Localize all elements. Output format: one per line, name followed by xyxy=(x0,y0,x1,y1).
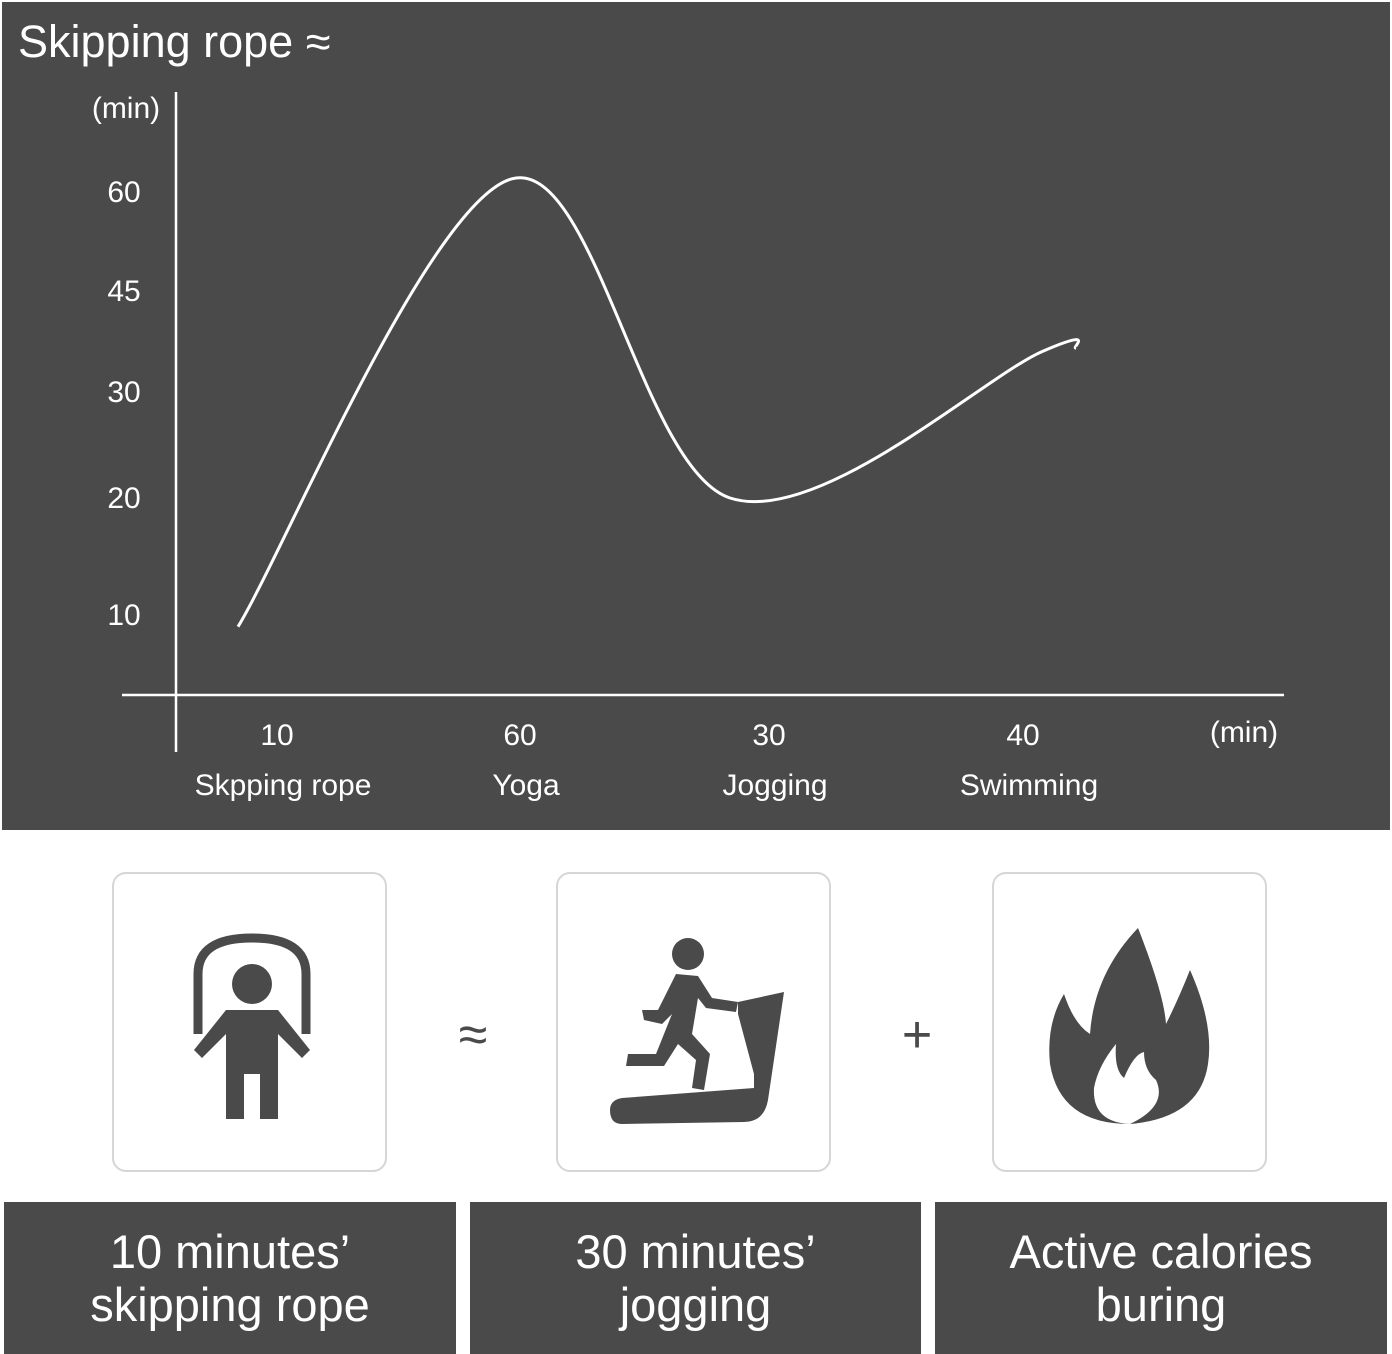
skipping-rope-icon xyxy=(193,933,311,1119)
x-tick-value: 30 xyxy=(752,719,785,752)
x-category-label: Jogging xyxy=(722,769,827,802)
treadmill-runner-icon xyxy=(610,938,784,1124)
caption-line1: 30 minutes’ xyxy=(575,1225,816,1278)
y-tick-label: 20 xyxy=(107,482,140,515)
caption-line1: 10 minutes’ xyxy=(109,1225,351,1278)
calories-card xyxy=(992,872,1267,1172)
caption-calories: Active calories buring xyxy=(935,1202,1387,1354)
x-axis-label: (min) xyxy=(1210,716,1278,749)
series-line xyxy=(236,176,1081,628)
jogging-card xyxy=(556,872,831,1172)
plus-symbol: + xyxy=(901,1006,933,1064)
line-chart: (min) (min) 10 20 30 45 60 10 Skpping rope 60 Y… xyxy=(92,92,1284,802)
x-tick-value: 10 xyxy=(260,719,293,752)
chart-title: Skipping rope ≈ xyxy=(18,16,331,67)
x-tick-value: 40 xyxy=(1006,719,1039,752)
caption-line2: skipping rope xyxy=(90,1278,370,1331)
x-category-label: Skpping rope xyxy=(195,769,372,802)
caption-line1: Active calories xyxy=(1009,1225,1313,1278)
caption-jogging: 30 minutes’ jogging xyxy=(470,1202,921,1354)
caption-skipping: 10 minutes’ skipping rope xyxy=(4,1202,456,1354)
y-tick-label: 30 xyxy=(107,376,140,409)
caption-line2: buring xyxy=(1095,1278,1227,1331)
x-category-label: Swimming xyxy=(960,769,1098,802)
fire-icon xyxy=(1049,928,1210,1124)
y-axis-label: (min) xyxy=(92,92,160,125)
x-category-label: Yoga xyxy=(492,769,560,802)
y-tick-label: 45 xyxy=(107,275,140,308)
skipping-rope-card xyxy=(112,872,387,1172)
approx-symbol: ≈ xyxy=(458,1006,488,1064)
caption-line2: jogging xyxy=(619,1278,772,1331)
y-tick-label: 60 xyxy=(107,176,140,209)
x-tick-value: 60 xyxy=(503,719,536,752)
y-tick-label: 10 xyxy=(107,599,140,632)
chart-panel: Skipping rope ≈ (min) (min) 10 20 30 45 60 1… xyxy=(2,2,1390,830)
